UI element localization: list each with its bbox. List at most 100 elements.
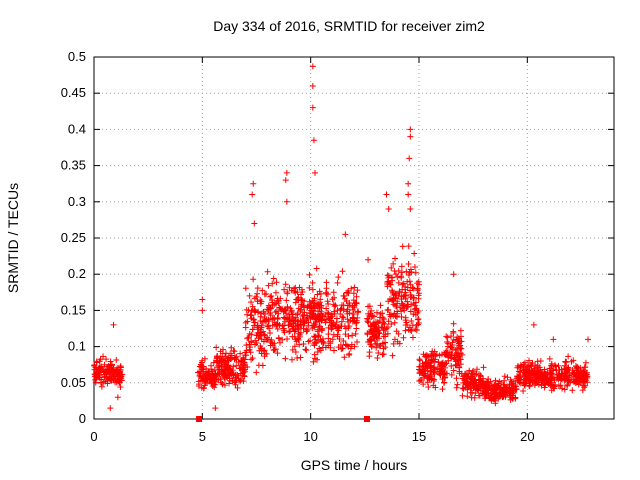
data-point xyxy=(393,312,400,319)
data-point xyxy=(266,304,273,311)
data-point xyxy=(247,312,254,319)
data-point xyxy=(297,354,304,361)
data-point xyxy=(437,372,444,379)
data-point xyxy=(412,326,419,333)
data-point xyxy=(389,352,396,359)
data-point xyxy=(219,380,226,387)
data-point xyxy=(481,382,488,389)
data-point xyxy=(512,395,519,402)
data-point xyxy=(506,384,513,391)
data-point xyxy=(299,313,306,320)
data-point xyxy=(319,326,326,333)
data-point xyxy=(389,297,396,304)
data-point xyxy=(267,310,274,317)
data-point xyxy=(228,344,235,351)
data-point xyxy=(248,299,255,306)
data-point xyxy=(275,335,282,342)
data-point xyxy=(346,323,353,330)
data-point xyxy=(392,295,399,302)
data-point xyxy=(354,338,361,345)
data-point xyxy=(116,380,123,387)
data-point xyxy=(325,300,332,307)
data-point xyxy=(452,361,459,368)
data-point xyxy=(430,382,437,389)
data-point xyxy=(239,365,246,372)
data-point xyxy=(334,307,341,314)
data-point xyxy=(456,364,463,371)
data-point xyxy=(300,316,307,323)
data-point xyxy=(292,336,299,343)
data-point xyxy=(454,354,461,361)
data-point xyxy=(459,385,466,392)
data-point xyxy=(313,339,320,346)
data-point xyxy=(392,271,399,278)
data-point xyxy=(453,345,460,352)
data-point xyxy=(431,358,438,365)
data-point xyxy=(201,371,208,378)
data-point xyxy=(283,310,290,317)
data-point xyxy=(403,304,410,311)
data-point xyxy=(376,318,383,325)
data-point xyxy=(220,346,227,353)
data-point xyxy=(341,295,348,302)
data-point xyxy=(254,298,261,305)
data-point xyxy=(573,363,580,370)
data-point xyxy=(569,387,576,394)
data-point xyxy=(310,307,317,314)
data-point xyxy=(242,285,249,292)
data-point xyxy=(344,316,351,323)
data-point xyxy=(327,338,334,345)
data-point xyxy=(314,328,321,335)
data-point xyxy=(385,206,392,213)
data-point xyxy=(353,300,360,307)
data-point xyxy=(317,296,324,303)
data-point xyxy=(470,379,477,386)
data-point xyxy=(450,367,457,374)
data-point xyxy=(297,329,304,336)
data-point xyxy=(472,390,479,397)
data-point xyxy=(303,328,310,335)
data-point xyxy=(250,316,257,323)
data-point xyxy=(337,306,344,313)
data-point xyxy=(400,280,407,287)
data-point xyxy=(295,335,302,342)
data-point xyxy=(561,386,568,393)
data-point xyxy=(495,395,502,402)
data-point xyxy=(314,348,321,355)
data-point xyxy=(221,374,228,381)
data-point xyxy=(342,231,349,238)
data-point xyxy=(246,346,253,353)
data-point xyxy=(349,314,356,321)
data-point xyxy=(114,364,121,371)
data-point xyxy=(516,379,523,386)
data-point xyxy=(318,338,325,345)
data-point xyxy=(239,372,246,379)
data-point xyxy=(315,301,322,308)
data-point xyxy=(544,375,551,382)
data-point xyxy=(553,367,560,374)
data-point xyxy=(309,63,316,70)
data-point xyxy=(526,383,533,390)
data-point xyxy=(422,353,429,360)
data-point xyxy=(340,338,347,345)
y-axis: 0 0.05 0.1 0.15 0.2 0.25 0.3 0.35 0.4 0.45 0.5 xyxy=(61,49,614,426)
data-point xyxy=(237,350,244,357)
data-point xyxy=(383,191,390,198)
data-point xyxy=(377,310,384,317)
data-point xyxy=(309,286,316,293)
data-point xyxy=(333,315,340,322)
data-point xyxy=(415,290,422,297)
data-point xyxy=(318,302,325,309)
data-point xyxy=(424,379,431,386)
data-point xyxy=(525,357,532,364)
data-point xyxy=(507,394,514,401)
data-point xyxy=(339,268,346,275)
data-point xyxy=(271,321,278,328)
data-point xyxy=(415,316,422,323)
data-point xyxy=(234,384,241,391)
data-point xyxy=(564,368,571,375)
data-point xyxy=(338,345,345,352)
data-point xyxy=(364,330,371,337)
data-point xyxy=(222,350,229,357)
chart-title: Day 334 of 2016, SRMTID for receiver zim… xyxy=(213,18,485,34)
